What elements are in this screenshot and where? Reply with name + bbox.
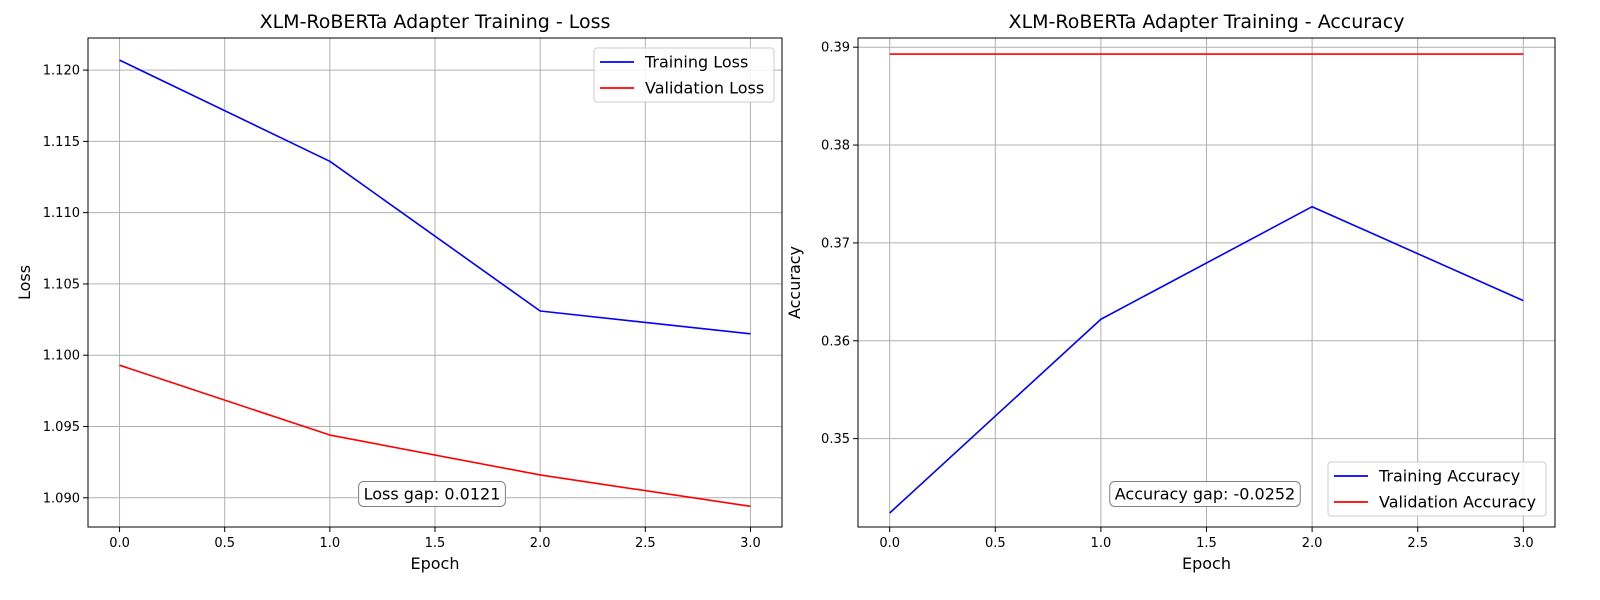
x-tick-label: 1.0	[320, 536, 341, 551]
panel-1-grid	[88, 38, 782, 527]
series-line-validation-loss	[119, 364, 751, 508]
x-tick-label: 3.0	[740, 536, 761, 551]
legend-label: Validation Accuracy	[1379, 493, 1536, 512]
y-axis-label: Accuracy	[785, 246, 804, 319]
y-tick-label: 0.35	[821, 432, 850, 447]
panel-2-grid	[858, 38, 1555, 527]
y-tick-label: 1.100	[43, 349, 80, 364]
series-line-training-loss	[119, 59, 751, 335]
y-tick-label: 0.38	[821, 139, 850, 154]
x-tick-label: 2.0	[530, 536, 551, 551]
y-tick-label: 0.37	[821, 236, 850, 251]
chart-title: XLM-RoBERTa Adapter Training - Loss	[260, 11, 611, 33]
gap-annotation: Accuracy gap: -0.0252	[1109, 481, 1301, 507]
x-tick-label: 0.5	[985, 536, 1006, 551]
y-tick-label: 1.105	[43, 277, 80, 292]
series-line-training-accuracy	[889, 205, 1524, 514]
y-tick-label: 1.095	[43, 420, 80, 435]
x-tick-label: 0.0	[109, 536, 130, 551]
gap-annotation-text: Loss gap: 0.0121	[364, 485, 501, 504]
legend-box	[1327, 461, 1547, 517]
x-tick-label: 2.0	[1302, 536, 1323, 551]
legend-label: Training Loss	[644, 53, 748, 72]
x-tick-label: 1.0	[1091, 536, 1112, 551]
legend-label: Training Accuracy	[1378, 467, 1520, 486]
x-tick-label: 1.5	[425, 536, 446, 551]
y-axis-label: Loss	[15, 265, 34, 300]
y-tick-label: 1.120	[43, 64, 80, 79]
x-tick-label: 2.5	[1407, 536, 1428, 551]
y-tick-label: 1.115	[43, 135, 80, 150]
x-tick-label: 2.5	[635, 536, 656, 551]
y-tick-label: 1.110	[43, 206, 80, 221]
gap-annotation-box	[1109, 481, 1301, 507]
x-tick-label: 1.5	[1196, 536, 1217, 551]
chart-title: XLM-RoBERTa Adapter Training - Accuracy	[1009, 11, 1405, 33]
panel-2-axes-frame	[857, 37, 1556, 528]
legend: Training Accuracy Validation Accuracy	[1327, 461, 1547, 517]
panel-1-axes-frame	[87, 37, 783, 528]
y-tick-label: 1.090	[43, 491, 80, 506]
gap-annotation-text: Accuracy gap: -0.0252	[1115, 485, 1295, 504]
x-axis-label: Epoch	[411, 554, 460, 573]
x-tick-label: 0.5	[214, 536, 235, 551]
legend-box	[593, 47, 775, 103]
panel-2: 0.0 0.5 1.0 1.5 2.0 2.5 3.0 0.35 0.36 0.37 0.38 0.3…	[785, 11, 1556, 573]
legend: Training Loss Validation Loss	[593, 47, 775, 103]
gap-annotation-box	[358, 481, 506, 507]
legend-label: Validation Loss	[645, 79, 764, 98]
y-tick-label: 0.36	[821, 334, 850, 349]
y-tick-label: 0.39	[821, 41, 850, 56]
gap-annotation: Loss gap: 0.0121	[358, 481, 506, 507]
x-tick-label: 3.0	[1513, 536, 1534, 551]
x-tick-label: 0.0	[879, 536, 900, 551]
panel-1: 0.0 0.5 1.0 1.5 2.0 2.5 3.0 1.090 1.095 1.100 1.10…	[15, 11, 783, 573]
x-axis-label: Epoch	[1182, 554, 1231, 573]
